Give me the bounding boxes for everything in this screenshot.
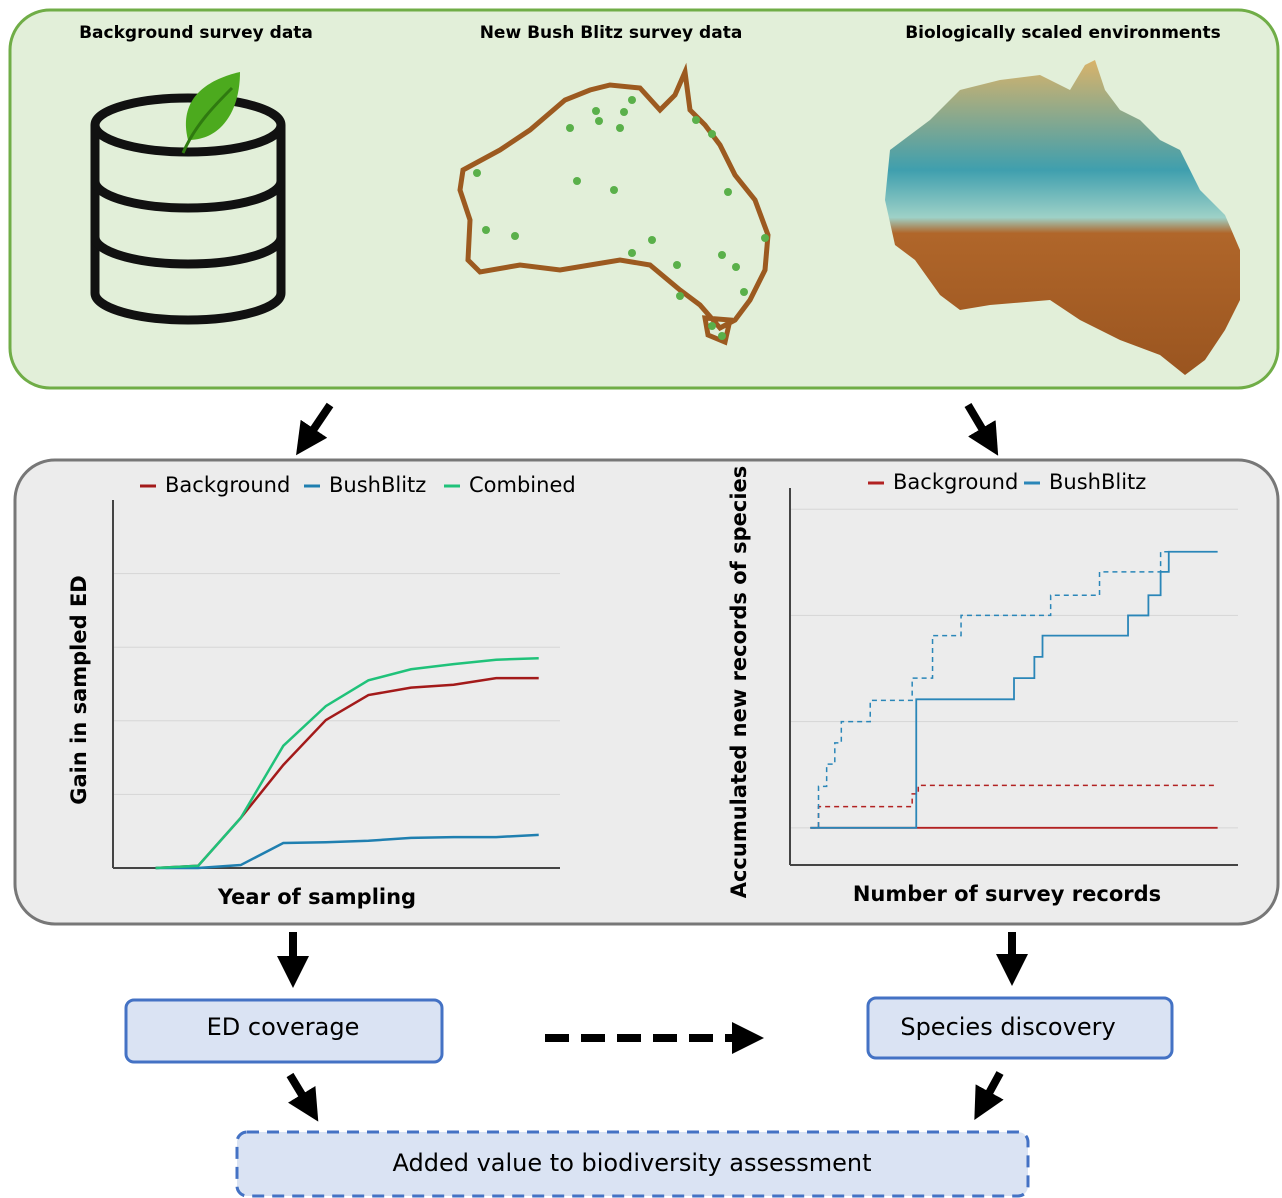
legend-label: Background [893, 470, 1018, 494]
panel-title: Background survey data [79, 23, 313, 43]
panel-title: Biologically scaled environments [905, 23, 1221, 43]
box-label: ED coverage [207, 1013, 360, 1041]
panel-title: New Bush Blitz survey data [480, 23, 743, 43]
box-label: Species discovery [900, 1013, 1115, 1041]
legend-label: BushBlitz [1049, 470, 1146, 494]
legend-label: Combined [469, 473, 576, 497]
legend-label: Background [165, 473, 290, 497]
analysis-panel [15, 460, 1278, 924]
arrow [982, 1073, 1000, 1106]
y-axis-label: Gain in sampled ED [67, 575, 91, 804]
arrow [968, 405, 990, 442]
diagram: Background survey data New Bush Blitz su… [0, 0, 1282, 1198]
x-axis-label: Number of survey records [853, 882, 1161, 906]
legend-label: BushBlitz [329, 473, 426, 497]
box-label: Added value to biodiversity assessment [393, 1149, 872, 1177]
x-axis-label: Year of sampling [217, 885, 416, 909]
y-axis-label: Accumulated new records of species [727, 466, 751, 899]
arrow [290, 1075, 310, 1108]
arrow [305, 405, 330, 442]
